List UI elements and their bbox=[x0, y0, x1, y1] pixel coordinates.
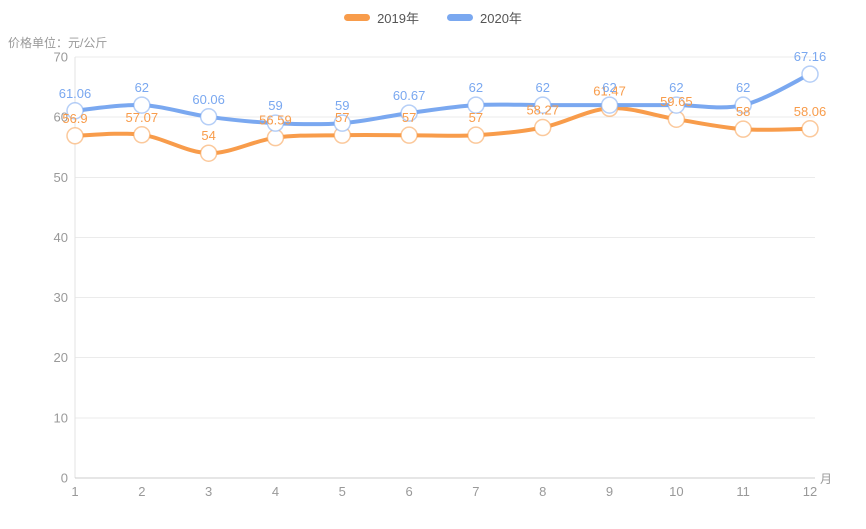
legend-label-2019: 2019年 bbox=[377, 11, 419, 26]
data-point-label: 61.06 bbox=[59, 86, 92, 101]
x-tick-label: 2 bbox=[138, 484, 145, 499]
data-point-marker[interactable] bbox=[133, 96, 151, 114]
x-tick-label: 3 bbox=[205, 484, 212, 499]
y-tick-label: 50 bbox=[54, 170, 68, 185]
y-tick-label: 20 bbox=[54, 350, 68, 365]
data-point-marker[interactable] bbox=[467, 126, 485, 144]
gridlines bbox=[75, 56, 815, 419]
data-point-label: 58.06 bbox=[794, 104, 827, 119]
data-point-label: 57 bbox=[469, 110, 483, 125]
data-point-label: 54 bbox=[201, 128, 215, 143]
data-point-label: 67.16 bbox=[794, 49, 827, 64]
data-point-marker[interactable] bbox=[133, 126, 151, 144]
legend-item-2020[interactable]: 2020年 bbox=[447, 8, 522, 27]
legend-label-2020: 2020年 bbox=[480, 11, 522, 26]
x-axis-tick-labels: 1 2 3 4 5 6 7 8 9 10 11 12 bbox=[71, 484, 817, 499]
series-data-labels-2020年: 61.06 62 60.06 59 59 60.67 62 62 62 62 62 67.16 bbox=[59, 49, 827, 113]
data-point-label: 57.07 bbox=[126, 110, 159, 125]
data-point-marker[interactable] bbox=[533, 118, 552, 137]
data-point-label: 56.59 bbox=[259, 113, 292, 128]
series-line-2019年 bbox=[73, 106, 812, 156]
y-tick-label: 0 bbox=[61, 471, 68, 486]
data-point-label: 62 bbox=[602, 80, 616, 95]
y-tick-label: 40 bbox=[54, 230, 68, 245]
x-tick-label: 1 bbox=[71, 484, 78, 499]
data-point-marker[interactable] bbox=[467, 96, 485, 114]
y-tick-label: 10 bbox=[54, 410, 68, 425]
x-tick-label: 4 bbox=[272, 484, 279, 499]
data-point-label: 62 bbox=[736, 80, 750, 95]
data-point-label: 59 bbox=[268, 98, 282, 113]
y-axis-tick-labels: 0 10 20 30 40 50 60 70 bbox=[54, 50, 68, 486]
y-tick-label: 70 bbox=[54, 50, 68, 65]
series-markers-2020年 bbox=[66, 65, 819, 132]
legend-swatch-2019-icon bbox=[344, 14, 371, 21]
data-point-marker[interactable] bbox=[266, 128, 285, 147]
data-point-marker[interactable] bbox=[801, 65, 819, 83]
data-point-label: 59 bbox=[335, 98, 349, 113]
series-data-labels-2019年: 56.9 57.07 54 56.59 57 57 57 58.27 61.47 59.65 58 5… bbox=[62, 83, 826, 143]
x-tick-label: 7 bbox=[472, 484, 479, 499]
data-point-marker[interactable] bbox=[199, 144, 218, 162]
y-tick-label: 60 bbox=[54, 110, 68, 125]
data-point-label: 59.65 bbox=[660, 94, 693, 109]
chart-legend: 2019年 2020年 bbox=[0, 8, 866, 27]
data-point-marker[interactable] bbox=[400, 104, 418, 122]
data-point-label: 58.27 bbox=[526, 103, 559, 118]
data-point-marker[interactable] bbox=[333, 114, 352, 132]
data-point-marker[interactable] bbox=[801, 120, 819, 138]
data-point-label: 57 bbox=[402, 110, 416, 125]
data-point-marker[interactable] bbox=[734, 96, 752, 114]
data-point-marker[interactable] bbox=[66, 102, 84, 120]
data-point-marker[interactable] bbox=[734, 120, 752, 138]
x-tick-label: 6 bbox=[405, 484, 412, 499]
x-tick-label: 11 bbox=[736, 484, 750, 499]
x-axis-name-label: 月 bbox=[820, 472, 832, 486]
data-point-label: 61.47 bbox=[593, 83, 626, 98]
data-point-label: 62 bbox=[135, 80, 149, 95]
data-point-label: 57 bbox=[335, 110, 349, 125]
data-point-label: 60.06 bbox=[192, 92, 225, 107]
x-tick-label: 5 bbox=[339, 484, 346, 499]
data-point-label: 60.67 bbox=[393, 88, 426, 103]
legend-item-2019[interactable]: 2019年 bbox=[344, 8, 419, 27]
data-point-marker[interactable] bbox=[199, 108, 218, 126]
y-tick-label: 30 bbox=[54, 290, 68, 305]
x-tick-label: 10 bbox=[669, 484, 683, 499]
x-tick-label: 9 bbox=[606, 484, 613, 499]
data-point-marker[interactable] bbox=[667, 96, 686, 114]
legend-swatch-2020-icon bbox=[447, 14, 473, 21]
x-tick-label: 8 bbox=[539, 484, 546, 499]
series-markers-2019年 bbox=[66, 99, 819, 162]
data-point-label: 62 bbox=[535, 80, 549, 95]
data-point-label: 58 bbox=[736, 104, 750, 119]
data-point-label: 56.9 bbox=[62, 111, 87, 126]
y-axis-unit-label: 价格单位：元/公斤 bbox=[8, 36, 108, 50]
data-point-marker[interactable] bbox=[266, 114, 285, 132]
data-point-label: 62 bbox=[669, 80, 683, 95]
data-point-marker[interactable] bbox=[400, 126, 418, 144]
data-point-marker[interactable] bbox=[66, 127, 84, 145]
data-point-marker[interactable] bbox=[533, 96, 552, 114]
data-point-marker[interactable] bbox=[600, 96, 619, 114]
x-tick-label: 12 bbox=[803, 484, 817, 499]
data-point-label: 62 bbox=[469, 80, 483, 95]
